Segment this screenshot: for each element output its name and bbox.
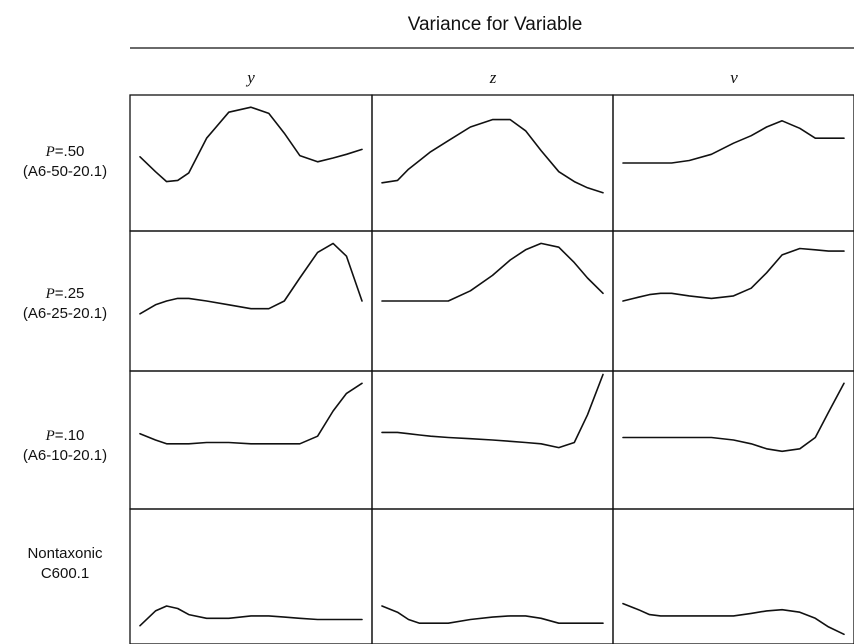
panel-v-nontaxonic <box>612 508 854 644</box>
row-sublabel-p10: (A6-10-20.1) <box>23 447 107 464</box>
row-sublabel-nontaxonic: C600.1 <box>41 565 89 582</box>
panel-grid <box>129 94 854 644</box>
row-sublabel-p25: (A6-25-20.1) <box>23 305 107 322</box>
row-sublabel-p50: (A6-50-20.1) <box>23 163 107 180</box>
panel-y-p10 <box>129 370 373 510</box>
series-line-v-p25 <box>622 247 845 302</box>
row-label-p50-value: =.50 <box>55 143 85 160</box>
series-line-z-nontaxonic <box>381 605 604 625</box>
series-line-z-p10 <box>381 373 604 449</box>
row-label-p50: P=.50 <box>45 143 85 160</box>
series-line-z-p50 <box>381 118 604 194</box>
panel-y-p50 <box>129 94 373 232</box>
row-label-p50-letter: P <box>45 144 55 160</box>
column-header-z: z <box>489 68 497 87</box>
row-label-p10-letter: P <box>45 428 55 444</box>
row-label-p10-value: =.10 <box>55 427 85 444</box>
row-label-p25-letter: P <box>45 286 55 302</box>
series-line-y-p25 <box>139 242 363 315</box>
series-line-y-nontaxonic <box>139 605 363 627</box>
column-header-v: v <box>730 68 738 87</box>
row-label-p25: P=.25 <box>45 285 85 302</box>
series-line-v-p10 <box>622 382 845 453</box>
panel-z-p50 <box>371 94 614 232</box>
series-line-y-p50 <box>139 106 363 183</box>
series-line-v-p50 <box>622 120 845 164</box>
chart-title: Variance for Variable <box>408 14 583 35</box>
column-header-y: y <box>245 68 255 87</box>
panel-v-p25 <box>612 230 854 372</box>
panel-y-nontaxonic <box>129 508 373 644</box>
series-line-y-p10 <box>139 382 363 445</box>
row-label-p25-value: =.25 <box>55 285 85 302</box>
series-line-z-p25 <box>381 242 604 302</box>
series-line-v-nontaxonic <box>622 602 845 636</box>
row-label-p10: P=.10 <box>45 427 85 444</box>
row-label-nontaxonic: Nontaxonic <box>27 545 103 562</box>
